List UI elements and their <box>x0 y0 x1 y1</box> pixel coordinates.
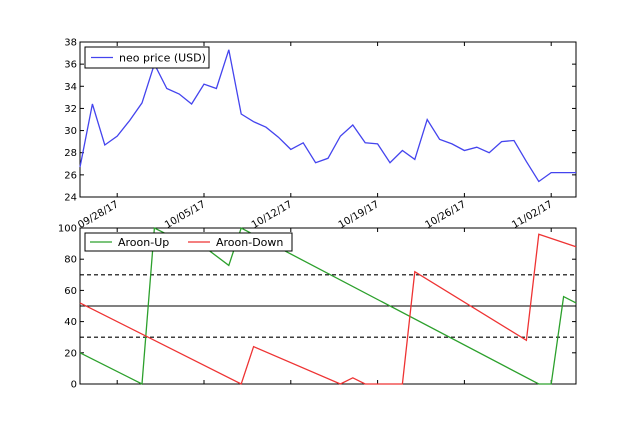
price-y-tick-label: 28 <box>64 148 77 159</box>
aroon-y-tick-label: 20 <box>64 348 77 359</box>
price-y-tick-label: 38 <box>64 38 77 49</box>
price-chart-frame <box>79 41 577 198</box>
price-y-tick-label: 30 <box>64 126 77 137</box>
aroon-y-tick-label: 80 <box>64 255 77 266</box>
price-legend: neo price (USD) <box>84 46 210 69</box>
aroon-down-legend-label: Aroon-Down <box>216 236 283 249</box>
price-x-axis: 09/28/17 10/05/17 10/12/17 10/19/17 10/26/17… <box>76 42 555 384</box>
aroon-y-tick-label: 40 <box>64 317 77 328</box>
aroon-legend: Aroon-Up Aroon-Down <box>84 232 293 252</box>
neo-price-line <box>79 49 576 183</box>
price-x-tick-label: 10/05/17 <box>163 199 207 231</box>
aroon-down-line <box>79 233 577 385</box>
price-x-tick-label: 10/19/17 <box>337 199 381 231</box>
aroon-y-tick-label: 0 <box>71 380 77 391</box>
aroon-y-tick-label: 100 <box>58 224 77 235</box>
aroon-chart-panel: 0 20 40 60 80 100 Aroon-Up Aroon-Down <box>58 224 577 391</box>
aroon-up-line <box>79 226 577 386</box>
price-chart-panel: 24 26 28 30 32 34 36 38 09/28/17 10/05/17 10/12/1… <box>64 38 577 384</box>
aroon-y-tick-label: 60 <box>64 286 77 297</box>
aroon-chart-frame <box>79 227 577 385</box>
price-x-tick-label: 09/28/17 <box>76 199 120 231</box>
price-legend-label: neo price (USD) <box>119 52 206 65</box>
price-legend-box <box>84 46 210 69</box>
price-y-tick-label: 24 <box>64 193 77 204</box>
aroon-up-legend-label: Aroon-Up <box>118 236 169 249</box>
price-y-axis: 24 26 28 30 32 34 36 38 <box>64 38 576 204</box>
price-y-tick-label: 32 <box>64 104 77 115</box>
price-y-tick-label: 26 <box>64 170 77 181</box>
price-y-tick-label: 34 <box>64 82 77 93</box>
aroon-y-axis: 0 20 40 60 80 100 <box>58 224 576 391</box>
price-x-tick-label: 10/12/17 <box>250 199 294 231</box>
price-x-tick-label: 11/02/17 <box>510 199 554 231</box>
aroon-reference-lines <box>80 274 576 338</box>
price-x-tick-label: 10/26/17 <box>423 199 467 231</box>
price-y-tick-label: 36 <box>64 60 77 71</box>
